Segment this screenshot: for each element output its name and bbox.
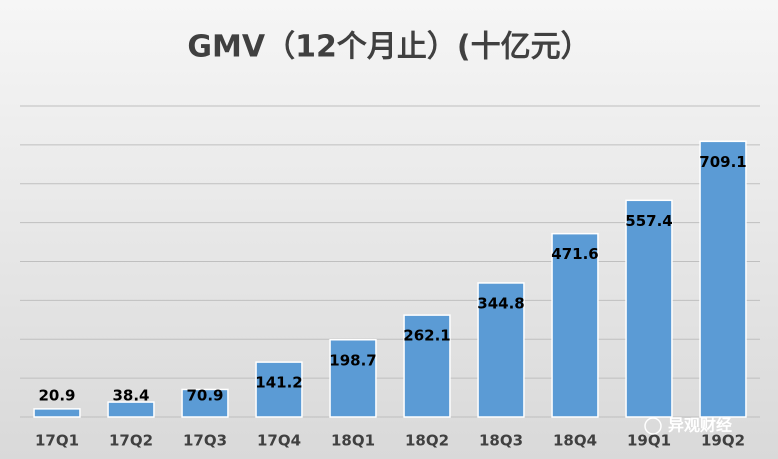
x-tick-label: 18Q4: [553, 432, 597, 450]
data-label: 344.8: [477, 294, 524, 312]
bar: [403, 314, 451, 418]
x-tick-label: 17Q3: [183, 432, 227, 450]
watermark-icon: [644, 417, 662, 435]
data-label: 20.9: [38, 387, 75, 405]
data-label: 557.4: [625, 212, 672, 230]
bar: [551, 232, 599, 418]
data-label: 198.7: [329, 351, 376, 369]
x-tick-label: 18Q3: [479, 432, 523, 450]
bar: [181, 388, 229, 418]
x-tick-label: 17Q2: [109, 432, 153, 450]
x-tick-label: 17Q4: [257, 432, 301, 450]
data-label: 70.9: [186, 387, 223, 405]
x-tick-label: 17Q1: [35, 432, 79, 450]
bar: [625, 199, 673, 418]
bar: [699, 140, 747, 418]
data-label: 709.1: [699, 153, 746, 171]
data-label: 471.6: [551, 245, 598, 263]
x-tick-label: 18Q1: [331, 432, 375, 450]
bar: [477, 282, 525, 418]
x-tick-label: 18Q2: [405, 432, 449, 450]
x-tick-label: 19Q1: [627, 432, 671, 450]
x-tick-label: 19Q2: [701, 432, 745, 450]
data-label: 262.1: [403, 327, 450, 345]
data-label: 38.4: [112, 387, 149, 405]
data-label: 141.2: [255, 374, 302, 392]
chart-title: GMV（12个月止）(十亿元）: [187, 30, 590, 65]
bar: [107, 401, 155, 418]
bar: [33, 408, 81, 418]
bar: [329, 339, 377, 418]
bar: [255, 361, 303, 418]
watermark: 异观财经: [668, 416, 732, 435]
